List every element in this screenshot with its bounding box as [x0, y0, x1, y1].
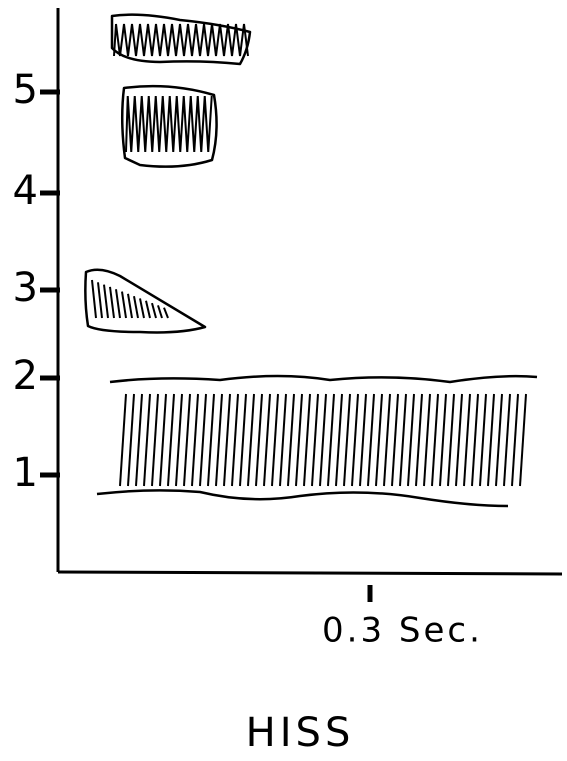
striation: [287, 393, 295, 487]
striation: [109, 286, 115, 319]
striation: [97, 282, 103, 319]
striation: [479, 393, 487, 487]
striation: [135, 393, 143, 487]
striation: [207, 393, 215, 487]
striation: [159, 393, 167, 487]
striation: [407, 393, 415, 487]
band-top-edge: [109, 374, 538, 384]
striation: [431, 393, 439, 487]
striation: [125, 95, 213, 153]
striation: [119, 393, 127, 487]
striation: [145, 300, 151, 319]
band-bottom-edge: [96, 489, 509, 508]
striation: [503, 393, 511, 487]
striation: [215, 393, 223, 487]
striation: [511, 393, 519, 487]
striation: [303, 393, 311, 487]
striation: [447, 393, 455, 487]
striation: [463, 393, 471, 487]
striation: [231, 393, 239, 487]
y-tick-label: 2: [13, 353, 38, 399]
striation: [487, 393, 495, 487]
striation: [343, 393, 351, 487]
striation: [351, 393, 359, 487]
striation: [263, 393, 271, 487]
striation: [295, 393, 303, 487]
striation: [127, 393, 135, 487]
striation: [495, 393, 503, 487]
striation: [367, 393, 375, 487]
striation: [255, 393, 263, 487]
x-tick-label: 0.3 Sec.: [322, 611, 483, 651]
striation: [139, 298, 145, 319]
striation: [167, 393, 175, 487]
y-tick-label: 1: [13, 450, 38, 496]
striation: [115, 289, 121, 319]
striation: [133, 295, 139, 319]
striation: [143, 393, 151, 487]
striation: [113, 23, 249, 57]
striation: [183, 393, 191, 487]
striation: [311, 393, 319, 487]
striation: [223, 393, 231, 487]
striation: [157, 305, 163, 319]
striation: [163, 307, 169, 319]
striation: [399, 393, 407, 487]
striation: [191, 393, 199, 487]
caption: HISS: [246, 710, 355, 756]
striation: [127, 293, 133, 319]
striation: [239, 393, 247, 487]
striation: [271, 393, 279, 487]
striation: [415, 393, 423, 487]
x-axis: [57, 570, 563, 576]
striation: [91, 279, 97, 319]
striation: [335, 393, 343, 487]
band-striations: [91, 23, 527, 487]
striation: [247, 393, 255, 487]
striation: [359, 393, 367, 487]
y-tick-label: 5: [13, 67, 38, 113]
striation: [439, 393, 447, 487]
y-tick-label: 4: [13, 168, 38, 214]
striation: [519, 393, 527, 487]
striation: [103, 284, 109, 319]
striation: [319, 393, 327, 487]
striation: [151, 302, 157, 319]
striation: [199, 393, 207, 487]
note-blob-triangle: [84, 268, 207, 334]
striation: [391, 393, 399, 487]
striation: [327, 393, 335, 487]
striation: [151, 393, 159, 487]
striation: [455, 393, 463, 487]
y-tick-label: 3: [13, 265, 38, 311]
striation: [375, 393, 383, 487]
striation: [279, 393, 287, 487]
note-blob-second: [120, 84, 218, 168]
striation: [121, 291, 127, 319]
striation: [471, 393, 479, 487]
striation: [383, 393, 391, 487]
striation: [423, 393, 431, 487]
striation: [175, 393, 183, 487]
